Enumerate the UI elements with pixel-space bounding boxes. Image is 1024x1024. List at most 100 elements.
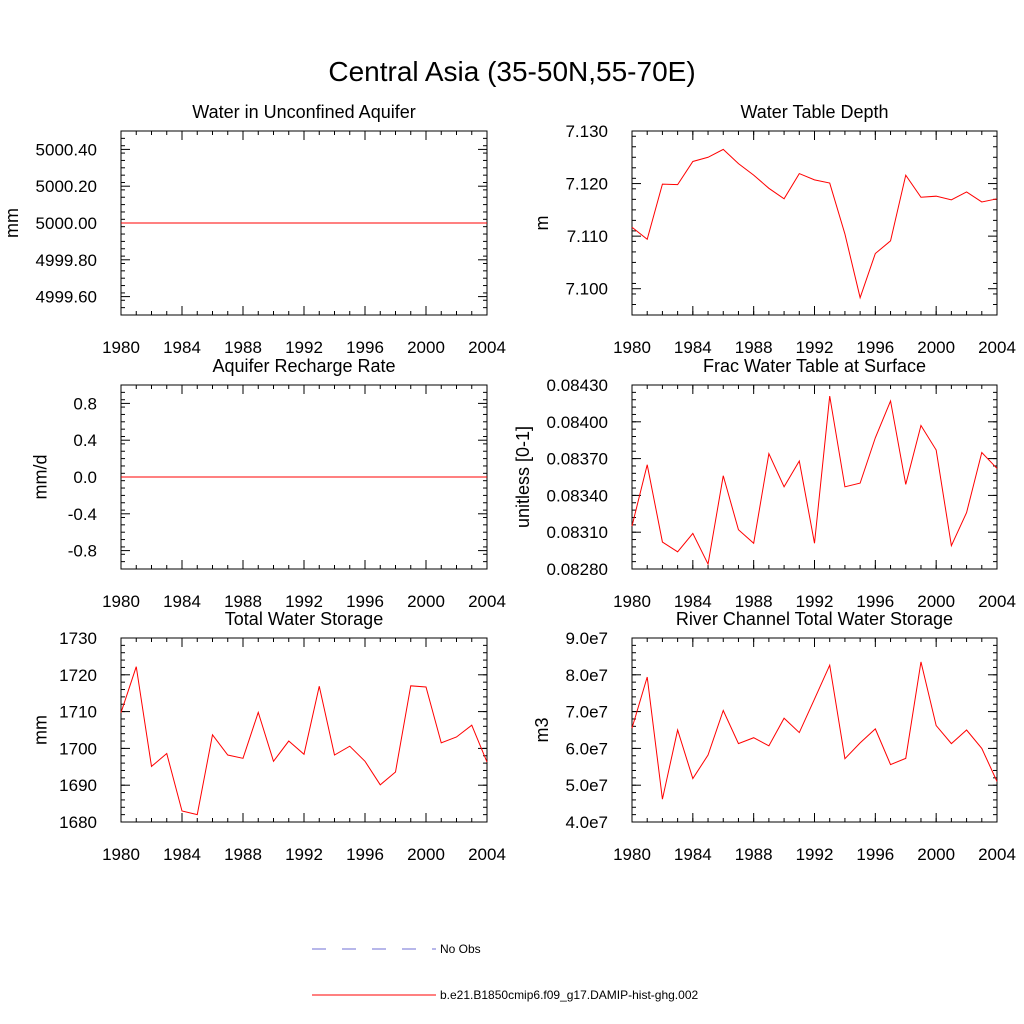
data-point <box>799 460 800 461</box>
chart-panel-river-channel-storage: 1980 1984 1988 1992 1996 2000 2004 4.0e7 5.0e7 6.… <box>532 609 1016 864</box>
panel-title: River Channel Total Water Storage <box>676 609 953 629</box>
data-point <box>631 227 632 228</box>
y-axis-label: mm <box>2 208 22 238</box>
y-tick-label: -0.8 <box>68 542 97 561</box>
data-point <box>242 222 243 223</box>
data-point <box>258 222 259 223</box>
series-line <box>631 661 998 800</box>
x-tick-label: 2000 <box>917 338 955 357</box>
data-point <box>738 743 739 744</box>
data-point <box>273 761 274 762</box>
data-point <box>441 742 442 743</box>
x-tick-label: 1984 <box>674 338 712 357</box>
data-point <box>875 437 876 438</box>
data-point <box>905 484 906 485</box>
y-tick-label: 0.08400 <box>547 413 608 432</box>
data-point <box>273 222 274 223</box>
x-tick-label: 2000 <box>917 845 955 864</box>
data-point <box>181 476 182 477</box>
y-tick-label: -0.4 <box>68 505 97 524</box>
y-tick-label: 1700 <box>59 739 97 758</box>
x-tick-label: 1980 <box>102 845 140 864</box>
data-point <box>844 758 845 759</box>
data-point <box>456 736 457 737</box>
y-tick-label: 7.0e7 <box>565 703 608 722</box>
x-tick-label: 1996 <box>856 338 894 357</box>
x-tick-label: 1988 <box>735 592 773 611</box>
data-point <box>197 222 198 223</box>
data-point <box>349 476 350 477</box>
x-tick-label: 2000 <box>407 338 445 357</box>
data-point <box>227 222 228 223</box>
data-point <box>631 525 632 526</box>
data-point <box>303 476 304 477</box>
data-point <box>936 725 937 726</box>
series-line <box>120 666 488 816</box>
data-point <box>920 197 921 198</box>
x-tick-label: 1984 <box>163 845 201 864</box>
data-point <box>707 754 708 755</box>
data-point <box>692 533 693 534</box>
data-point <box>723 710 724 711</box>
data-point <box>212 476 213 477</box>
data-point <box>349 746 350 747</box>
x-tick-label: 1980 <box>613 845 651 864</box>
x-tick-label: 1996 <box>346 592 384 611</box>
data-point <box>410 222 411 223</box>
panel-title: Aquifer Recharge Rate <box>212 356 395 376</box>
x-tick-label: 1996 <box>856 592 894 611</box>
data-point <box>136 476 137 477</box>
y-tick-label: 9.0e7 <box>565 629 608 648</box>
data-point <box>677 551 678 552</box>
data-point <box>890 240 891 241</box>
data-point <box>768 188 769 189</box>
data-point <box>860 297 861 298</box>
data-point <box>753 543 754 544</box>
data-point <box>996 468 997 469</box>
x-tick-label: 1992 <box>285 592 323 611</box>
data-point <box>334 754 335 755</box>
data-point <box>647 239 648 240</box>
data-point <box>647 464 648 465</box>
data-point <box>905 758 906 759</box>
data-point <box>273 476 274 477</box>
x-tick-label: 1984 <box>674 845 712 864</box>
data-point <box>456 222 457 223</box>
data-point <box>783 486 784 487</box>
data-point <box>166 222 167 223</box>
data-point <box>456 476 457 477</box>
data-point <box>120 222 121 223</box>
data-point <box>631 728 632 729</box>
y-tick-label: 0.08370 <box>547 450 608 469</box>
x-tick-label: 1988 <box>735 338 773 357</box>
data-point <box>181 222 182 223</box>
data-point <box>677 184 678 185</box>
data-point <box>814 543 815 544</box>
data-point <box>212 222 213 223</box>
y-axis-label: m3 <box>532 717 552 742</box>
data-point <box>783 718 784 719</box>
data-point <box>258 712 259 713</box>
data-point <box>334 476 335 477</box>
x-tick-label: 1992 <box>796 592 834 611</box>
data-point <box>951 199 952 200</box>
data-point <box>486 761 487 762</box>
data-point <box>425 222 426 223</box>
y-axis-label: unitless [0-1] <box>513 426 533 528</box>
data-point <box>486 476 487 477</box>
data-point <box>471 476 472 477</box>
data-point <box>227 476 228 477</box>
y-tick-label: 5000.40 <box>36 140 97 159</box>
y-tick-label: 8.0e7 <box>565 666 608 685</box>
data-point <box>753 737 754 738</box>
y-axis-label: mm/d <box>31 455 51 500</box>
data-point <box>166 753 167 754</box>
data-point <box>441 222 442 223</box>
data-point <box>814 179 815 180</box>
chart-panel-water-table-depth: 1980 1984 1988 1992 1996 2000 2004 7.100 7.110 7.… <box>532 102 1016 357</box>
plot-frame <box>120 637 488 823</box>
data-point <box>799 173 800 174</box>
data-point <box>920 425 921 426</box>
series-line <box>631 395 998 566</box>
x-tick-label: 2004 <box>468 592 506 611</box>
